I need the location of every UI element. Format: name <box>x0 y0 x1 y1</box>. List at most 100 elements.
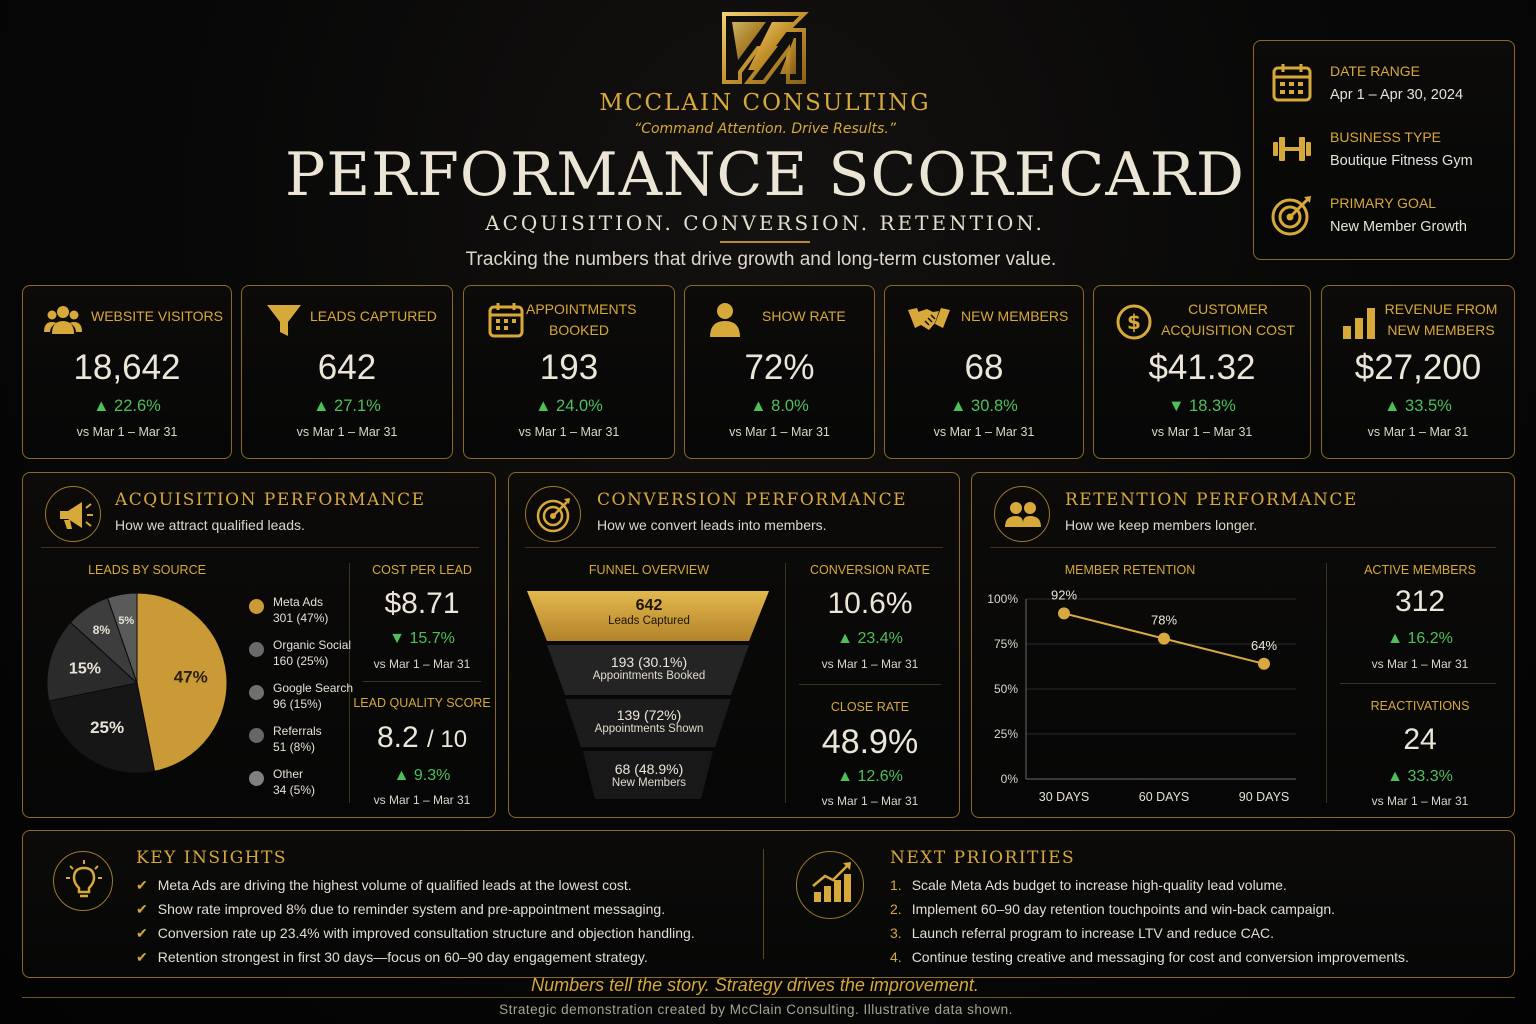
dumbbell-icon <box>1273 137 1311 161</box>
pie-slice-label: 25% <box>90 718 124 737</box>
info-business-type: BUSINESS TYPE Boutique Fitness Gym <box>1254 123 1514 179</box>
retention-point <box>1258 657 1270 670</box>
kpi-delta: ▲ 22.6% <box>93 397 161 415</box>
legend-swatch <box>249 771 264 786</box>
kpi-comparison: vs Mar 1 – Mar 31 <box>729 425 830 439</box>
legend-value: 34 (5%) <box>273 783 316 797</box>
section-title: ACQUISITION PERFORMANCE <box>115 490 426 510</box>
divider <box>1340 683 1496 684</box>
info-date-range: DATE RANGE Apr 1 – Apr 30, 2024 <box>1254 57 1514 113</box>
funnel-icon <box>267 305 301 336</box>
info-primary-goal: PRIMARY GOAL New Member Growth <box>1254 189 1514 245</box>
y-tick-label: 75% <box>994 637 1018 651</box>
metric-delta: ▲ 23.4% <box>837 630 903 647</box>
legend-label: Referrals <box>273 724 322 738</box>
metric-comparison: vs Mar 1 – Mar 31 <box>821 657 919 671</box>
priority-item: 1. Scale Meta Ads budget to increase high… <box>890 877 1287 893</box>
check-icon: ✔ <box>136 925 148 941</box>
retention-point <box>1058 607 1070 620</box>
priority-number: 1. <box>890 877 902 893</box>
chart-label: MEMBER RETENTION <box>1064 563 1196 577</box>
retention-point <box>1158 632 1170 645</box>
legend-swatch <box>249 599 264 614</box>
kpi-label: SHOW RATE <box>762 308 846 324</box>
section-subtitle: How we attract qualified leads. <box>115 517 305 533</box>
kpi-customer-acquisition-cost: $ CUSTOMER ACQUISITION COST $41.32 ▼ 18.3… <box>1093 285 1311 459</box>
kpi-label: LEADS CAPTURED <box>310 308 437 324</box>
legend-swatch <box>249 685 264 700</box>
x-tick-label: 30 DAYS <box>1039 790 1090 804</box>
section-title: RETENTION PERFORMANCE <box>1065 490 1358 510</box>
info-label: PRIMARY GOAL <box>1330 195 1437 211</box>
legend-label: Organic Social <box>273 638 352 652</box>
lightbulb-icon <box>53 851 113 911</box>
bar-chart-icon <box>1343 308 1375 339</box>
funnel-item: 642 Leads Captured <box>549 597 749 627</box>
info-value: Apr 1 – Apr 30, 2024 <box>1330 87 1464 103</box>
section-subtitle: How we keep members longer. <box>1065 517 1258 533</box>
kpi-comparison: vs Mar 1 – Mar 31 <box>1367 425 1469 439</box>
pie-slice-2 <box>48 682 156 774</box>
funnel-label: New Members <box>611 777 687 789</box>
funnel-label: Leads Captured <box>608 615 690 627</box>
priority-text: Implement 60–90 day retention touchpoint… <box>911 901 1336 917</box>
pie-slice-label: 8% <box>93 623 111 637</box>
svg-text:$: $ <box>1127 310 1141 334</box>
kpi-delta: ▲ 33.5% <box>1384 397 1452 415</box>
data-label: 78% <box>1151 613 1177 628</box>
legend-value: 160 (25%) <box>273 654 329 668</box>
info-label: DATE RANGE <box>1330 63 1420 79</box>
section-subtitle: How we convert leads into members. <box>597 517 827 533</box>
priority-number: 2. <box>890 901 902 917</box>
metric-label: ACTIVE MEMBERS <box>1364 563 1476 577</box>
pie-slice-3 <box>46 621 139 702</box>
insight-text: Show rate improved 8% due to reminder sy… <box>157 901 666 917</box>
legend-value: 301 (47%) <box>273 611 329 625</box>
divider <box>990 547 1496 548</box>
priority-item: 3. Launch referral program to increase LT… <box>890 925 1274 941</box>
funnel-value: 68 (48.9%) <box>614 761 684 777</box>
insight-text: Retention strongest in first 30 days—foc… <box>157 949 648 965</box>
divider <box>363 681 481 682</box>
divider <box>1326 563 1327 803</box>
divider <box>785 563 786 803</box>
pie-slice-label: 47% <box>174 668 208 687</box>
kpi-label-line1: REVENUE FROM <box>1384 301 1498 317</box>
calendar-icon <box>488 303 524 338</box>
kpi-value: $27,200 <box>1354 348 1482 387</box>
lead-quality-score: 8.2 <box>376 721 419 754</box>
funnel-chart <box>527 591 769 799</box>
kpi-label: REVENUE FROM NEW MEMBERS <box>1384 299 1498 341</box>
metric-comparison: vs Mar 1 – Mar 31 <box>821 794 919 808</box>
acquisition-panel: ACQUISITION PERFORMANCE How we attract q… <box>22 472 496 818</box>
calendar-icon <box>1272 64 1312 102</box>
metric-comparison: vs Mar 1 – Mar 31 <box>1371 657 1469 671</box>
funnel-stage-1 <box>527 591 769 641</box>
divider <box>349 563 350 803</box>
legend-label: Google Search <box>273 681 354 695</box>
insight-item: ✔ Show rate improved 8% due to reminder s… <box>136 901 665 918</box>
member-retention-line-chart: 100% 75% 50% 25% 0% 92% 30 DAYS 78% 60 DAYS 64% 90… <box>987 587 1296 804</box>
insight-text: Conversion rate up 23.4% with improved c… <box>157 925 695 941</box>
insight-item: ✔ Conversion rate up 23.4% with improved … <box>136 925 695 942</box>
metric-label: COST PER LEAD <box>372 563 472 577</box>
retention-panel: RETENTION PERFORMANCE How we keep member… <box>971 472 1515 818</box>
insights-title: KEY INSIGHTS <box>136 848 288 868</box>
leads-by-source-pie-chart: 47% 25% 15% 8% 5% <box>46 592 228 774</box>
kpi-comparison: vs Mar 1 – Mar 31 <box>518 425 620 439</box>
y-tick-label: 0% <box>1001 772 1019 786</box>
kpi-value: 72% <box>744 348 815 387</box>
insight-item: ✔ Retention strongest in first 30 days—fo… <box>136 949 648 966</box>
metric-label: CLOSE RATE <box>830 700 910 714</box>
kpi-show-rate: SHOW RATE 72% ▲ 8.0% vs Mar 1 – Mar 31 <box>684 285 875 459</box>
check-icon: ✔ <box>136 877 148 893</box>
data-label: 64% <box>1251 638 1277 653</box>
handshake-icon <box>908 308 950 330</box>
priority-text: Scale Meta Ads budget to increase high-q… <box>911 877 1287 893</box>
info-label: BUSINESS TYPE <box>1330 129 1442 145</box>
pie-slice-label: 15% <box>69 661 101 678</box>
priority-number: 3. <box>890 925 902 941</box>
funnel-item: 193 (30.1%) Appointments Booked <box>549 654 749 682</box>
kpi-website-visitors: WEBSITE VISITORS 18,642 ▲ 22.6% vs Mar 1… <box>22 285 232 459</box>
pie-slice-5 <box>106 592 138 684</box>
